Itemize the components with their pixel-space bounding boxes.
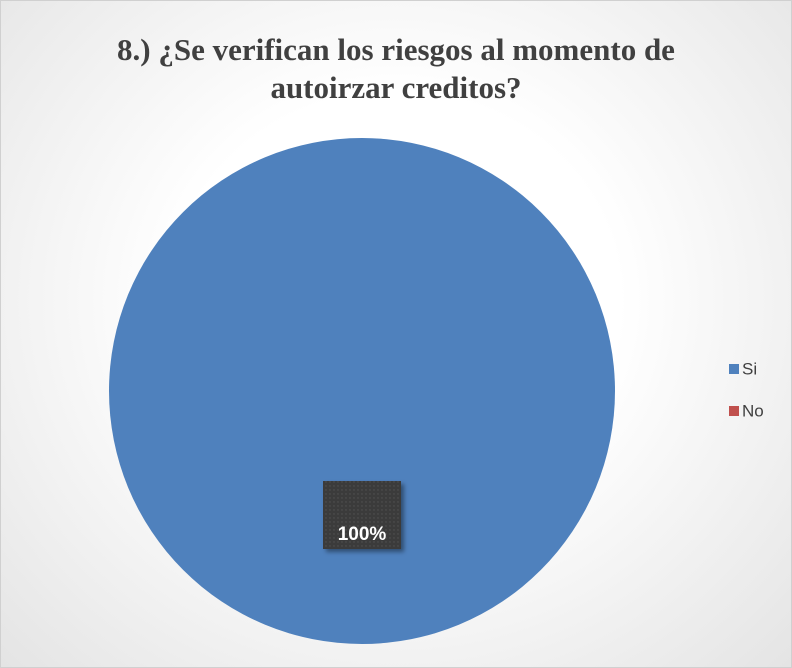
legend-label: Si [742,359,757,378]
legend-label: No [742,401,764,420]
data-label: 100% [338,524,387,545]
legend-swatch [729,364,739,374]
chart-title: 8.) ¿Se verifican los riesgos al momento… [117,32,675,105]
legend-swatch [729,406,739,416]
pie-slice [109,138,615,644]
data-label-box [323,481,401,549]
